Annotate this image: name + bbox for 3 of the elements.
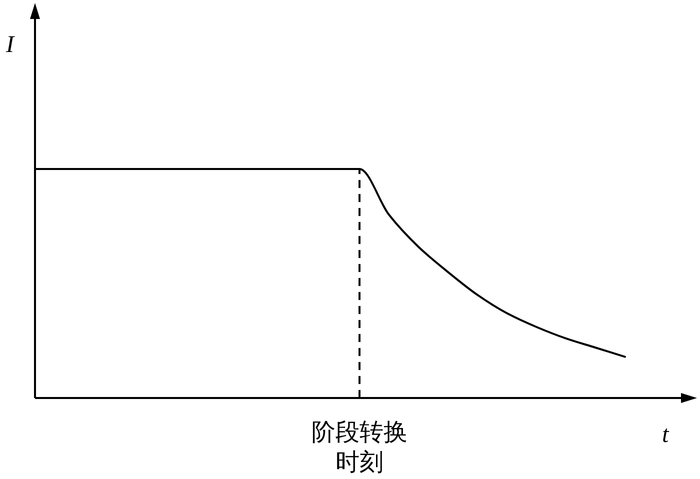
x-axis-title: t xyxy=(662,422,670,448)
y-axis-title: I xyxy=(5,32,15,58)
text: 阶段转换时刻 xyxy=(312,420,408,476)
